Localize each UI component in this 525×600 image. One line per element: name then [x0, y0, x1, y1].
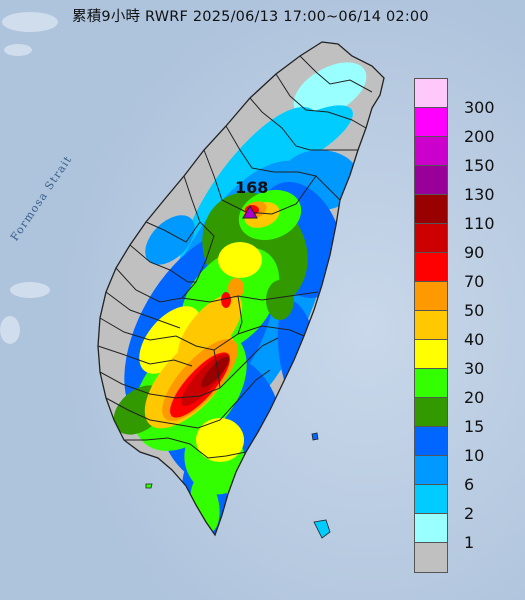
legend-label: 50	[464, 301, 485, 320]
legend-label: 6	[464, 475, 475, 494]
legend-label: 1	[464, 533, 475, 552]
legend-swatch	[414, 455, 448, 486]
legend-swatch	[414, 107, 448, 138]
legend-label: 70	[464, 272, 485, 291]
max-rainfall-triangle-icon	[242, 205, 258, 219]
cloud-texture	[0, 12, 58, 344]
legend-swatch	[414, 281, 448, 312]
legend-label: 90	[464, 243, 485, 262]
legend-label: 15	[464, 417, 485, 436]
legend-label: 300	[464, 98, 495, 117]
rainfall-area	[218, 242, 262, 278]
rainfall-area	[293, 62, 367, 118]
legend-swatch	[414, 426, 448, 457]
rainfall-area	[228, 278, 244, 298]
legend-label: 2	[464, 504, 475, 523]
legend-label: 20	[464, 388, 485, 407]
islets	[145, 432, 331, 539]
rainfall-legend: 300 200 150 130 110 90 70 50 40 30 20 15 10 6 2 1	[412, 78, 512, 573]
legend-swatch	[414, 542, 448, 573]
rainfall-area	[196, 418, 244, 462]
legend-swatch	[414, 252, 448, 283]
legend-swatch	[414, 223, 448, 254]
legend-label: 150	[464, 156, 495, 175]
legend-label: 130	[464, 185, 495, 204]
legend-label: 40	[464, 330, 485, 349]
rainfall-area	[200, 356, 230, 388]
legend-swatch	[414, 513, 448, 544]
county-borders	[97, 41, 385, 537]
legend-swatch	[414, 78, 448, 109]
map-title: 累積9小時 RWRF 2025/06/13 17:00~06/14 02:00	[72, 9, 429, 25]
legend-swatch	[414, 310, 448, 341]
legend-label: 110	[464, 214, 495, 233]
legend-swatch	[414, 484, 448, 515]
legend-swatch	[414, 339, 448, 370]
legend-swatch	[414, 368, 448, 399]
legend-swatch	[414, 136, 448, 167]
legend-label: 200	[464, 127, 495, 146]
legend-swatch	[414, 165, 448, 196]
legend-swatch	[414, 194, 448, 225]
rainfall-area	[266, 280, 294, 320]
legend-swatch	[414, 397, 448, 428]
rainfall-area	[139, 306, 201, 374]
legend-label: 30	[464, 359, 485, 378]
rainfall-area	[221, 292, 231, 308]
legend-label: 10	[464, 446, 485, 465]
max-rainfall-label: 168	[235, 178, 269, 197]
